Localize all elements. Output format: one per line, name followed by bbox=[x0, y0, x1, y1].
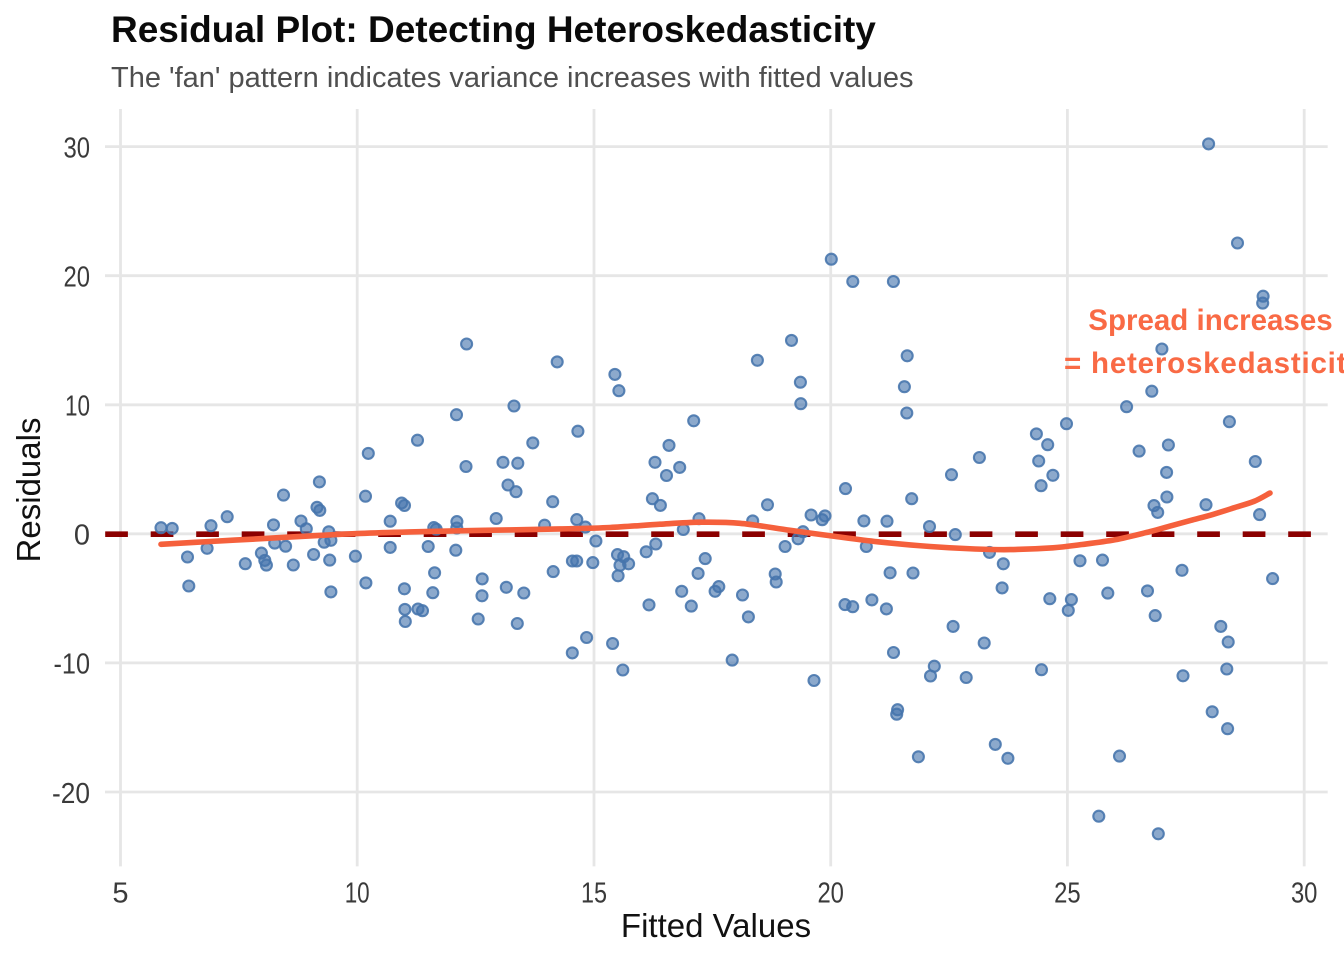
svg-text:25: 25 bbox=[1054, 877, 1081, 909]
svg-text:20: 20 bbox=[817, 877, 844, 909]
svg-text:30: 30 bbox=[1291, 877, 1318, 909]
svg-text:20: 20 bbox=[64, 262, 91, 294]
svg-text:0: 0 bbox=[74, 520, 90, 552]
svg-text:-10: -10 bbox=[54, 649, 91, 681]
svg-text:10: 10 bbox=[65, 391, 90, 423]
svg-text:Spread increases: Spread increases bbox=[1088, 304, 1332, 337]
svg-text:30: 30 bbox=[64, 132, 91, 164]
svg-text:Fitted Values: Fitted Values bbox=[621, 907, 811, 944]
svg-text:Residuals: Residuals bbox=[10, 418, 47, 563]
svg-text:-20: -20 bbox=[52, 778, 90, 810]
svg-text:The 'fan' pattern indicates va: The 'fan' pattern indicates variance inc… bbox=[111, 62, 914, 94]
svg-text:5: 5 bbox=[112, 877, 128, 909]
svg-text:10: 10 bbox=[345, 877, 370, 909]
svg-text:= heteroskedasticity: = heteroskedasticity bbox=[1064, 347, 1344, 380]
svg-text:15: 15 bbox=[581, 877, 607, 909]
svg-text:Residual Plot: Detecting Heter: Residual Plot: Detecting Heteroskedastic… bbox=[111, 9, 876, 50]
